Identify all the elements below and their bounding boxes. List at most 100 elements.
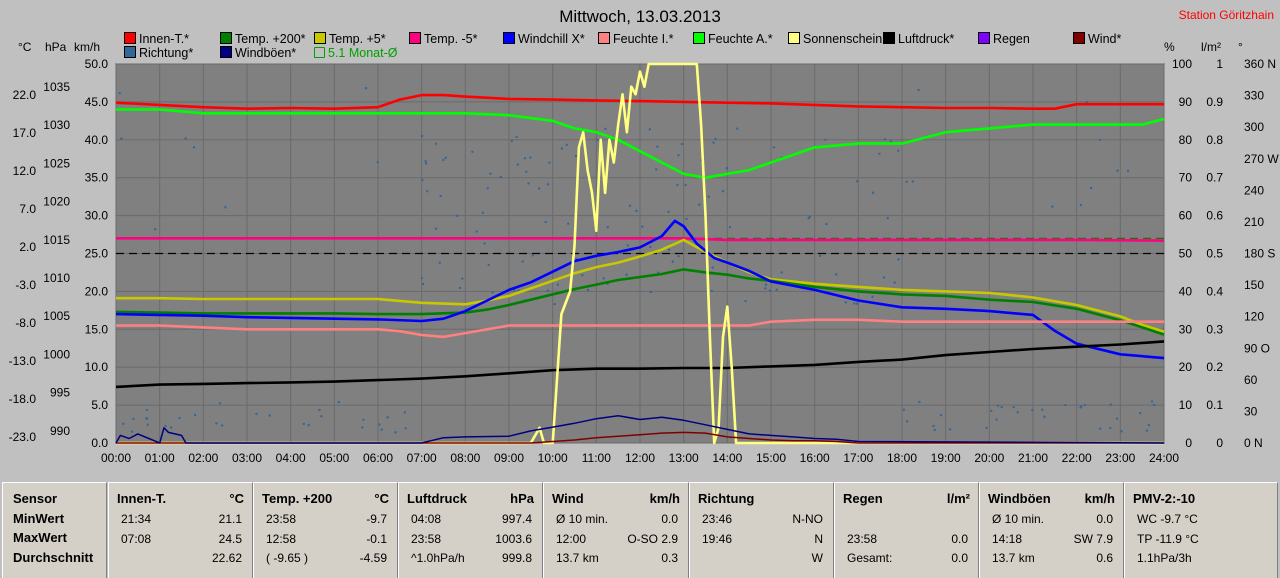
series-line [116, 62, 1164, 445]
scatter-point [434, 142, 438, 145]
scatter-point [871, 191, 875, 194]
tick-lm2: 0.1 [1206, 398, 1223, 412]
tick-x: 02:00 [188, 451, 218, 465]
scatter-point [1041, 408, 1044, 411]
tick-celsius: 7.0 [19, 202, 36, 216]
scatter-point [721, 190, 725, 193]
scatter-point [489, 172, 492, 175]
legend-swatch [1073, 32, 1085, 44]
legend-item: Wind* [1073, 32, 1121, 46]
legend-item: Windchill X* [503, 32, 585, 46]
scatter-point [1116, 169, 1119, 172]
series-line [116, 237, 1165, 242]
tick-celsius: 22.0 [13, 88, 37, 102]
scatter-point [728, 225, 732, 229]
series-line [116, 238, 1165, 333]
plot-svg: 22.0 17.0 12.0 7.0 2.0 -3.0 -8.0 -13.0 -18.0 -23.… [9, 57, 1280, 465]
scatter-point [844, 301, 847, 304]
scatter-point [1016, 411, 1019, 414]
panel-unit: km/h [1084, 491, 1115, 506]
unit-lm2: l/m² [1201, 40, 1221, 54]
scatter-point [886, 216, 889, 220]
scatter-point [711, 266, 714, 269]
tick-hpa: 990 [50, 424, 70, 438]
stats-panel: PMV-2:-10 WC -9.7 °C TP -11.9 °C 1.1hPa/3h [1124, 482, 1278, 578]
panel-cell-left: 04:08 [411, 512, 442, 526]
tick-x: 18:00 [887, 451, 917, 465]
tick-hpa: 1000 [43, 347, 70, 361]
tick-celsius: 17.0 [13, 126, 37, 140]
scatter-point [635, 209, 638, 213]
tick-celsius: -23.0 [9, 430, 37, 444]
tick-degree: 330 [1244, 89, 1264, 103]
row-label: Sensor [13, 491, 58, 506]
tick-kmh: 45.0 [85, 95, 109, 109]
tick-celsius: -8.0 [15, 316, 36, 330]
scatter-point [178, 416, 181, 420]
scatter-point [649, 290, 653, 294]
tick-percent: 20 [1179, 360, 1193, 374]
series-line [116, 318, 1164, 339]
panel-cell-right: 0.0 [951, 551, 968, 565]
legend-label: Luftdruck* [898, 32, 955, 46]
tick-kmh: 10.0 [85, 360, 109, 374]
stats-table: Sensor MinWert MaxWert Durchschnitt Innen-T.… [0, 478, 1280, 578]
scatter-point [680, 142, 684, 146]
scatter-point [403, 411, 406, 414]
scatter-point [481, 211, 484, 215]
legend-item: Feuchte A.* [693, 32, 773, 46]
scatter-point [918, 400, 921, 404]
tick-x: 14:00 [712, 451, 742, 465]
scatter-point [516, 163, 520, 166]
scatter-point [676, 183, 679, 187]
scatter-point [499, 175, 503, 179]
tick-kmh: 35.0 [85, 171, 109, 185]
stats-panel: Temp. +200 °C 23:58 -9.7 12:58 -0.1 ( -9.65 ) -… [253, 482, 398, 578]
scatter-point [146, 423, 149, 426]
scatter-point [889, 140, 893, 143]
legend-label: Temp. +5* [329, 32, 386, 46]
panel-cell-left: ( -9.65 ) [266, 551, 309, 565]
scatter-point [537, 187, 541, 190]
tick-x: 13:00 [669, 451, 699, 465]
tick-kmh: 20.0 [85, 284, 109, 298]
scatter-point [1115, 417, 1119, 420]
unit-percent: % [1164, 40, 1175, 54]
scatter-point [725, 166, 728, 170]
panel-cell-left: 07:08 [121, 531, 152, 546]
scatter-point [667, 210, 670, 213]
scatter-point [990, 409, 993, 412]
tick-kmh: 50.0 [85, 57, 109, 71]
stats-panel: Luftdruck hPa 04:08 997.4 23:58 1003.6 ^1.0hPa… [398, 482, 543, 578]
tick-lm2: 0.8 [1206, 133, 1223, 147]
scatter-point [566, 222, 570, 225]
scatter-point [677, 255, 680, 258]
scatter-point [1098, 427, 1102, 430]
legend-swatch [220, 46, 232, 58]
panel-title: Wind [552, 491, 584, 506]
legend-swatch [978, 32, 990, 44]
legend-swatch [314, 47, 325, 58]
tick-lm2: 1 [1216, 57, 1223, 71]
stats-panel: Richtung 23:46 N-NO 19:46 N W [689, 482, 834, 578]
scatter-point [442, 158, 445, 162]
scatter-point [626, 244, 630, 247]
unit-degree: ° [1238, 40, 1243, 54]
legend-swatch [220, 32, 232, 44]
scatter-point [255, 412, 258, 416]
legend-label: Windböen* [235, 46, 297, 60]
scatter-point [1145, 429, 1149, 432]
panel-cell-right: -9.7 [366, 512, 387, 526]
panel-cell-left: Ø 10 min. [992, 512, 1045, 526]
scatter-point [1080, 405, 1083, 408]
scatter-point [361, 426, 364, 429]
scatter-point [1051, 205, 1054, 208]
scatter-point [404, 427, 407, 430]
panel-cell-left: 21:34 [121, 512, 152, 526]
scatter-point [424, 162, 428, 165]
tick-hpa: 1025 [43, 156, 70, 170]
series-line [115, 414, 1165, 444]
tick-lm2: 0 [1216, 436, 1223, 450]
scatter-point [1012, 406, 1015, 409]
weather-chart: Mittwoch, 13.03.2013 Station Göritzhain … [8, 7, 1280, 465]
